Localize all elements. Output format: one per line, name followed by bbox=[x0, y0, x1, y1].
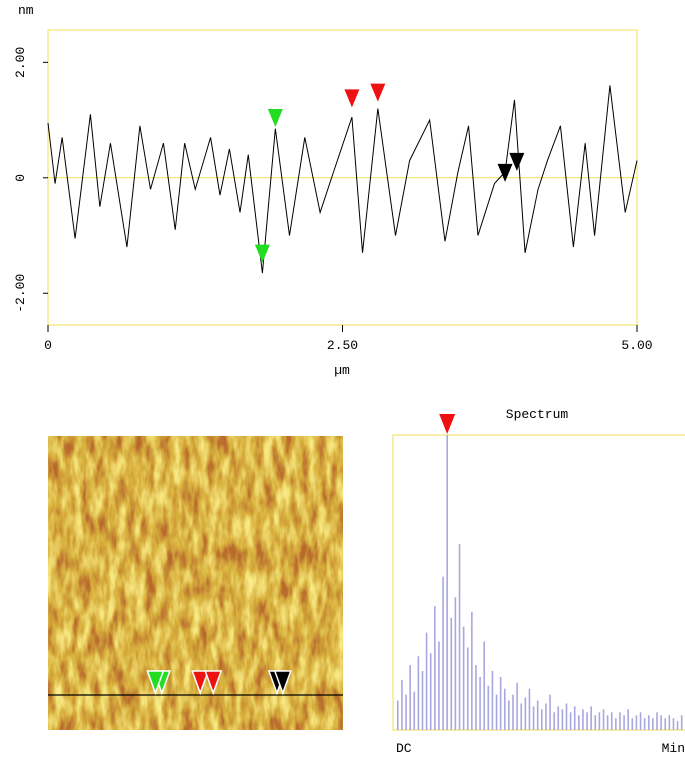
spectrum-bar bbox=[536, 700, 539, 730]
spectrum-bar bbox=[639, 712, 642, 730]
spectrum-bar bbox=[495, 694, 498, 730]
spectrum-bar bbox=[499, 676, 502, 730]
y-tick-label: -2.00 bbox=[13, 274, 28, 313]
image-cursor bbox=[146, 670, 165, 696]
spectrum-bar bbox=[425, 632, 428, 730]
spectrum-bar bbox=[627, 709, 629, 730]
x-axis-label: µm bbox=[334, 363, 350, 378]
spectrum-bar bbox=[397, 700, 399, 730]
profile-cursor bbox=[509, 152, 525, 171]
spectrum-bar bbox=[458, 544, 461, 730]
spectrum-bar bbox=[553, 712, 555, 730]
x-tick-label: 0 bbox=[44, 338, 52, 353]
spectrum-bar bbox=[409, 665, 411, 730]
spectrum-bar bbox=[619, 712, 621, 730]
spectrum-bar bbox=[532, 706, 535, 730]
spectrum-end-label: Min bbox=[662, 741, 685, 756]
spectrum-bar bbox=[586, 712, 588, 730]
spectrum-bar bbox=[680, 715, 683, 730]
x-tick-label: 2.50 bbox=[327, 338, 358, 353]
spectrum-bar bbox=[454, 597, 457, 730]
spectrum-bar bbox=[417, 656, 420, 730]
spectrum-bar bbox=[434, 606, 436, 730]
spectrum-bar bbox=[561, 709, 564, 730]
spectrum-bar bbox=[503, 688, 506, 730]
spectrum-title: Spectrum bbox=[506, 407, 569, 422]
spectrum-bar bbox=[405, 694, 407, 730]
spectrum-bar bbox=[508, 700, 510, 730]
spectrum-start-label: DC bbox=[396, 741, 412, 756]
spectrum-bar bbox=[421, 671, 424, 730]
spectrum-bar bbox=[516, 682, 518, 730]
spectrum-bar bbox=[479, 676, 481, 730]
spectrum-cursor bbox=[439, 414, 456, 434]
spectrum-bar bbox=[487, 685, 490, 730]
spectrum-bar bbox=[668, 715, 671, 730]
spectrum-bar bbox=[524, 697, 527, 730]
spectrum-bar bbox=[471, 612, 473, 730]
spectrum-bar bbox=[676, 721, 679, 730]
spectrum-bar bbox=[565, 703, 568, 730]
y-unit: nm bbox=[18, 3, 34, 18]
spectrum-bar bbox=[652, 718, 654, 730]
y-tick-label: 2.00 bbox=[13, 47, 28, 78]
profile-cursor bbox=[344, 89, 360, 108]
spectrum-bar bbox=[590, 706, 592, 730]
spectrum-bar bbox=[512, 694, 514, 730]
afm-image bbox=[47, 435, 344, 731]
spectrum-bar bbox=[429, 653, 432, 730]
spectrum-bar bbox=[569, 712, 572, 730]
spectrum-bar bbox=[631, 718, 634, 730]
spectrum-bar bbox=[578, 715, 580, 730]
spectrum-bar bbox=[606, 715, 609, 730]
spectrum-bar bbox=[413, 691, 416, 730]
x-tick-label: 5.00 bbox=[621, 338, 652, 353]
spectrum-bar bbox=[660, 715, 662, 730]
profile-cursor bbox=[370, 83, 386, 102]
profile-cursor bbox=[497, 163, 513, 182]
spectrum-frame bbox=[392, 434, 685, 731]
image-cursor bbox=[273, 670, 292, 696]
spectrum-bar bbox=[647, 715, 650, 730]
spectrum-bar bbox=[528, 688, 531, 730]
spectrum-bar bbox=[466, 647, 469, 730]
spectrum-bar bbox=[545, 703, 547, 730]
spectrum-bar bbox=[549, 694, 551, 730]
spectrum-bar bbox=[643, 718, 646, 730]
spectrum-bar bbox=[541, 709, 543, 730]
spectrum-bar bbox=[520, 703, 523, 730]
spectrum-bar bbox=[446, 435, 448, 730]
spectrum-bar bbox=[602, 709, 605, 730]
spectrum-bar bbox=[462, 626, 465, 730]
spectrum-bar bbox=[438, 641, 440, 730]
spectrum-bar bbox=[450, 617, 453, 730]
spectrum-bar bbox=[483, 641, 485, 730]
profile-line bbox=[47, 85, 638, 274]
y-tick-label: 0 bbox=[13, 174, 28, 182]
spectrum-bar bbox=[401, 679, 403, 730]
spectrum-bar bbox=[623, 715, 625, 730]
spectrum-bar bbox=[615, 718, 617, 730]
image-cursor bbox=[191, 670, 210, 696]
spectrum-bar bbox=[594, 715, 597, 730]
spectrum-bar bbox=[475, 665, 477, 730]
spectrum-bar bbox=[656, 712, 658, 730]
spectrum-bar bbox=[598, 712, 601, 730]
profile-cursor bbox=[254, 244, 270, 263]
spectrum-bar bbox=[610, 712, 613, 730]
spectrum-bar bbox=[557, 706, 560, 730]
spectrum-bar bbox=[582, 709, 584, 730]
spectrum-bar bbox=[573, 706, 576, 730]
spectrum-bar bbox=[635, 715, 638, 730]
spectrum-bar bbox=[664, 718, 667, 730]
image-cursor bbox=[204, 670, 223, 696]
spectrum-bar bbox=[672, 718, 675, 730]
spectrum-bar bbox=[491, 671, 494, 730]
spectrum-bar bbox=[442, 576, 444, 730]
profile-cursor bbox=[267, 108, 283, 127]
